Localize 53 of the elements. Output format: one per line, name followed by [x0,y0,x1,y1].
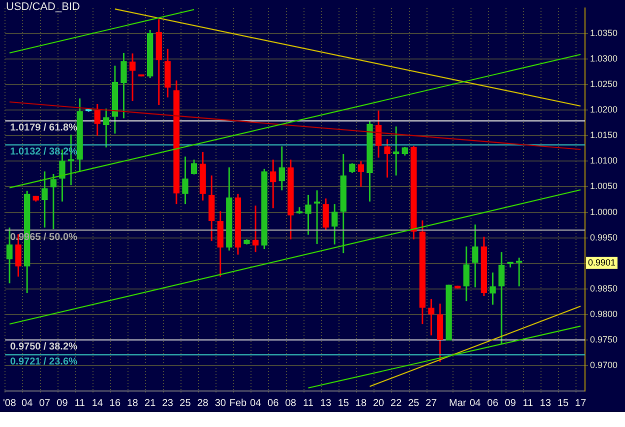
y-tick-label: 0.9750 [590,334,618,344]
y-tick-label: 1.0350 [590,28,618,38]
x-tick-label: 14 [92,398,104,409]
x-tick-label: 08 [285,398,297,409]
x-tick-label: 11 [303,398,314,409]
x-tick-label: 11 [74,398,86,409]
x-tick-label: 25 [180,398,192,409]
x-tick-label: 25 [408,398,420,409]
candlestick [393,126,400,176]
candlestick [516,258,522,286]
x-tick-label: 18 [126,398,139,409]
x-tick-label: 07 [39,398,51,409]
x-tick-label: 22 [390,398,402,409]
candlestick [314,190,320,244]
x-tick-label: 15 [338,398,350,409]
y-tick-label: 1.0300 [590,54,618,64]
x-tick-label: 23 [162,398,174,409]
x-tick-label: '08 [2,398,16,409]
x-tick-label: 21 [144,398,156,409]
x-tick-label: 16 [109,398,121,409]
y-tick-label: 1.0000 [590,206,618,217]
x-tick-label: 28 [197,398,209,409]
x-tick-label: Mar [448,398,467,409]
x-tick-label: 11 [522,398,534,409]
y-tick-label: 0.9800 [590,308,618,319]
chart-title: USD/CAD_BID [6,1,80,13]
y-tick-label: 0.9700 [590,360,618,370]
y-tick-label: 1.0100 [590,156,618,166]
x-tick-label: 04 [250,398,262,409]
x-tick-label: Feb [229,398,248,409]
x-tick-label: 27 [426,398,438,409]
x-tick-label: 13 [320,398,332,409]
x-tick-label: 04 [470,398,482,409]
x-tick-label: 09 [56,398,68,409]
x-tick-label: 13 [540,398,552,409]
x-tick-label: 09 [504,398,516,409]
x-tick-label: 15 [557,398,570,409]
y-tick-label: 1.0050 [590,181,618,192]
ref-line-label: 0.9721 / 23.6% [10,356,78,368]
ref-line-label: 0.9750 / 38.2% [10,342,78,353]
annotation: 0.9901 [588,257,616,268]
x-tick-label: 30 [214,398,226,409]
y-tick-label: 1.0200 [590,104,618,115]
y-tick-label: 0.9850 [590,283,618,294]
y-tick-label: 1.0150 [590,130,618,140]
y-tick-label: 1.0250 [590,79,618,90]
y-tick-label: 0.9950 [590,232,618,242]
x-tick-label: 18 [355,398,367,409]
x-tick-label: 20 [372,398,385,409]
x-tick-label: 06 [268,398,280,409]
x-tick-label: 04 [22,398,34,409]
x-tick-label: 17 [575,398,587,409]
x-tick-label: 06 [487,398,499,409]
